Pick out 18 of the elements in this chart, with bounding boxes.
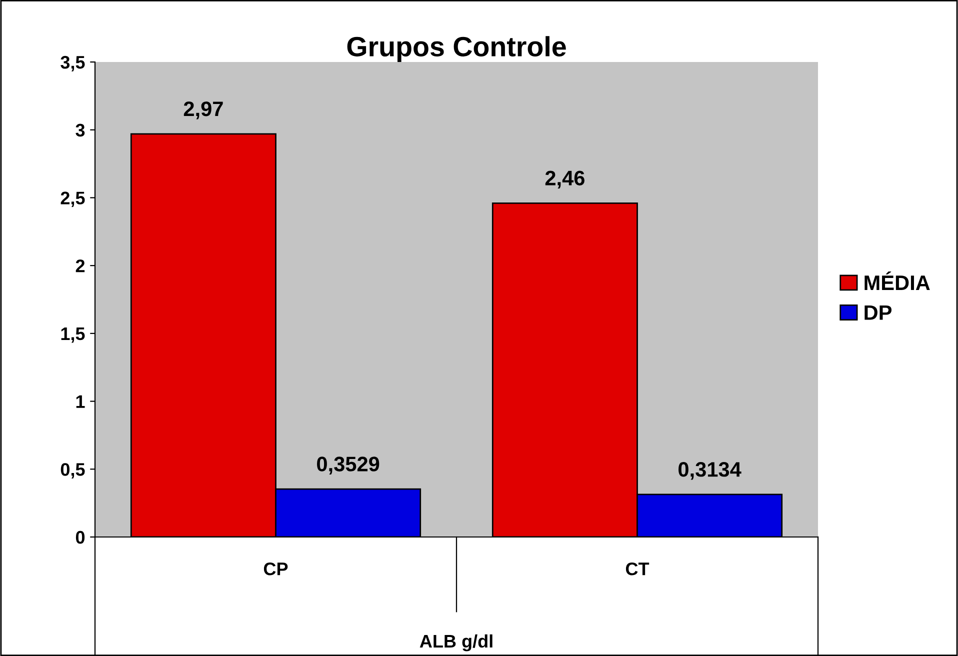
x-tick-label: CT xyxy=(626,562,650,576)
y-tick-label: 2 xyxy=(76,260,85,272)
y-tick-label: 0 xyxy=(76,530,85,544)
y-tick-label: 1 xyxy=(76,395,85,408)
y-tick-label: 2,5 xyxy=(60,192,85,208)
data-label: 2,97 xyxy=(184,101,223,120)
y-tick-label: 0,5 xyxy=(60,463,85,478)
y-tick-label: 1,5 xyxy=(61,328,85,343)
y-tick-label: 3 xyxy=(76,124,85,137)
data-label: 0,3529 xyxy=(317,456,380,474)
legend-label: MÉDIA xyxy=(864,272,930,290)
legend-label: DP xyxy=(864,305,892,320)
data-label: 2,46 xyxy=(545,170,584,188)
x-axis-title: ALB g/dl xyxy=(420,634,492,652)
data-label: 0,3134 xyxy=(678,462,742,480)
y-tick-label: 3,5 xyxy=(60,56,85,72)
x-tick-label: CP xyxy=(264,562,288,576)
chart-title: Grupos Controle xyxy=(347,36,566,62)
